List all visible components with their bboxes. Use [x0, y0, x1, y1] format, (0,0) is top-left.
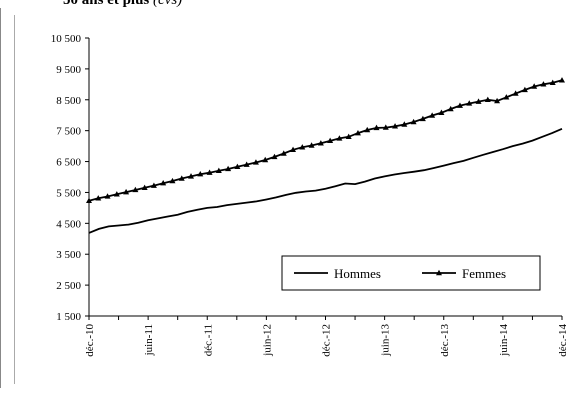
y-tick-label: 8 500: [56, 95, 81, 107]
legend-marker: [436, 269, 442, 276]
data-point-femmes: [559, 77, 565, 83]
data-point-femmes: [95, 195, 102, 201]
data-point-femmes: [410, 118, 417, 125]
y-tick-label: 2 500: [56, 280, 81, 292]
data-point-femmes: [456, 102, 463, 108]
chart-title-text: 50 ans et plus: [63, 0, 150, 8]
data-point-femmes: [197, 171, 204, 177]
data-point-femmes: [354, 129, 361, 136]
data-point-femmes: [512, 90, 519, 96]
y-tick-label: 4 500: [56, 218, 81, 230]
x-tick-label: juin-12: [261, 324, 273, 357]
x-tick-label: juin-13: [380, 324, 392, 357]
data-point-femmes: [345, 133, 352, 140]
data-point-femmes: [466, 100, 473, 106]
data-point-femmes: [382, 124, 389, 130]
x-tick-label: déc.-12: [321, 324, 333, 357]
data-point-femmes: [336, 135, 343, 141]
data-point-femmes: [484, 96, 491, 102]
data-point-femmes: [150, 182, 157, 188]
x-tick-label: juin-14: [498, 324, 510, 357]
x-tick-label: déc.-14: [557, 324, 568, 357]
data-point-femmes: [123, 188, 130, 195]
data-point-femmes: [327, 137, 334, 144]
data-point-femmes: [429, 112, 436, 118]
data-point-femmes: [419, 115, 426, 122]
y-tick-label: 6 500: [56, 157, 81, 169]
legend-label-femmes: Femmes: [462, 266, 506, 281]
data-point-femmes: [299, 144, 306, 150]
data-point-femmes: [521, 86, 528, 93]
chart-title-unit: (cvs): [153, 0, 183, 8]
data-point-femmes: [392, 123, 399, 129]
x-tick-label: déc.-13: [439, 324, 451, 357]
data-point-femmes: [178, 175, 185, 181]
legend-label-hommes: Hommes: [334, 266, 381, 281]
data-point-femmes: [243, 161, 250, 167]
data-point-femmes: [438, 109, 445, 115]
frame-rule: [0, 8, 1, 388]
data-point-femmes: [531, 83, 538, 89]
data-point-femmes: [113, 191, 120, 197]
chart-title: 50 ans et plus (cvs): [63, 0, 182, 9]
data-point-femmes: [540, 81, 547, 87]
series-line-hommes: [88, 127, 563, 234]
data-point-femmes: [160, 179, 167, 186]
y-tick-label: 1 500: [56, 311, 81, 323]
data-point-femmes: [188, 173, 195, 179]
data-point-femmes: [475, 98, 482, 104]
data-point-femmes: [271, 153, 278, 160]
x-tick-label: déc.-10: [84, 324, 96, 357]
y-tick-label: 5 500: [56, 187, 81, 199]
y-tick-label: 10 500: [51, 33, 82, 45]
data-point-femmes: [262, 156, 269, 163]
data-point-femmes: [169, 177, 176, 184]
data-point-femmes: [308, 142, 315, 148]
data-point-femmes: [215, 167, 222, 174]
y-tick-label: 3 500: [56, 249, 81, 261]
frame-rule-inner: [14, 15, 15, 384]
data-point-femmes: [447, 105, 454, 112]
data-point-femmes: [104, 193, 111, 199]
data-point-femmes: [549, 79, 556, 85]
data-point-femmes: [234, 163, 241, 170]
x-tick-label: déc.-11: [202, 324, 214, 356]
x-tick-label: juin-11: [143, 324, 155, 356]
data-point-femmes: [364, 126, 371, 133]
data-point-femmes: [317, 140, 324, 146]
data-point-femmes: [141, 184, 148, 191]
data-point-femmes: [225, 165, 232, 172]
data-point-femmes: [252, 159, 259, 165]
data-point-femmes: [373, 124, 380, 131]
data-point-femmes: [132, 186, 139, 193]
y-tick-label: 7 500: [56, 126, 81, 138]
data-point-femmes: [290, 146, 297, 153]
data-point-femmes: [86, 197, 92, 203]
data-point-femmes: [280, 150, 287, 156]
y-tick-label: 9 500: [56, 64, 81, 76]
data-point-femmes: [494, 97, 501, 104]
series-line-femmes: [88, 79, 563, 202]
data-point-femmes: [206, 169, 213, 175]
data-point-femmes: [401, 121, 408, 127]
data-point-femmes: [503, 94, 510, 100]
